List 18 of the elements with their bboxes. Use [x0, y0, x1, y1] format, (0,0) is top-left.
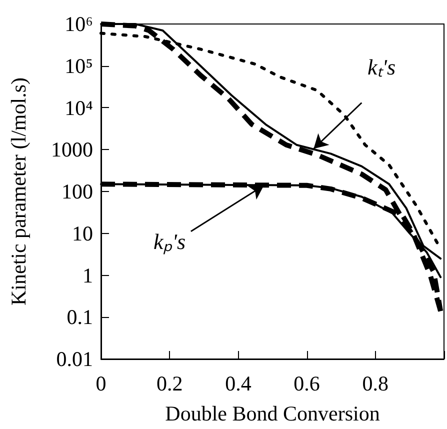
y-tick-label: 1000 — [51, 138, 93, 162]
y-axis-title: Kinetic parameter (l/mol.s) — [6, 78, 30, 306]
y-tick-label: 0.01 — [56, 347, 93, 371]
x-axis-title: Double Bond Conversion — [165, 402, 380, 426]
annotation: kₜ's — [368, 54, 396, 80]
y-tick-label: 10⁵ — [64, 54, 93, 78]
y-tick-label: 0.1 — [66, 305, 93, 330]
y-tick-label: 10 — [72, 221, 93, 246]
y-tick-label: 100 — [62, 180, 93, 204]
x-tick-label: 0.6 — [294, 372, 320, 396]
x-tick-label: 0.8 — [362, 372, 389, 396]
y-tick-label: 10⁴ — [64, 96, 93, 120]
annotation: kₚ's — [154, 229, 186, 256]
y-tick-label: 1 — [82, 263, 93, 288]
x-tick-label: 0.2 — [156, 372, 183, 396]
y-tick-label: 10⁶ — [64, 12, 93, 36]
x-tick-label: 0 — [96, 372, 106, 396]
x-tick-label: 0.4 — [225, 372, 252, 396]
